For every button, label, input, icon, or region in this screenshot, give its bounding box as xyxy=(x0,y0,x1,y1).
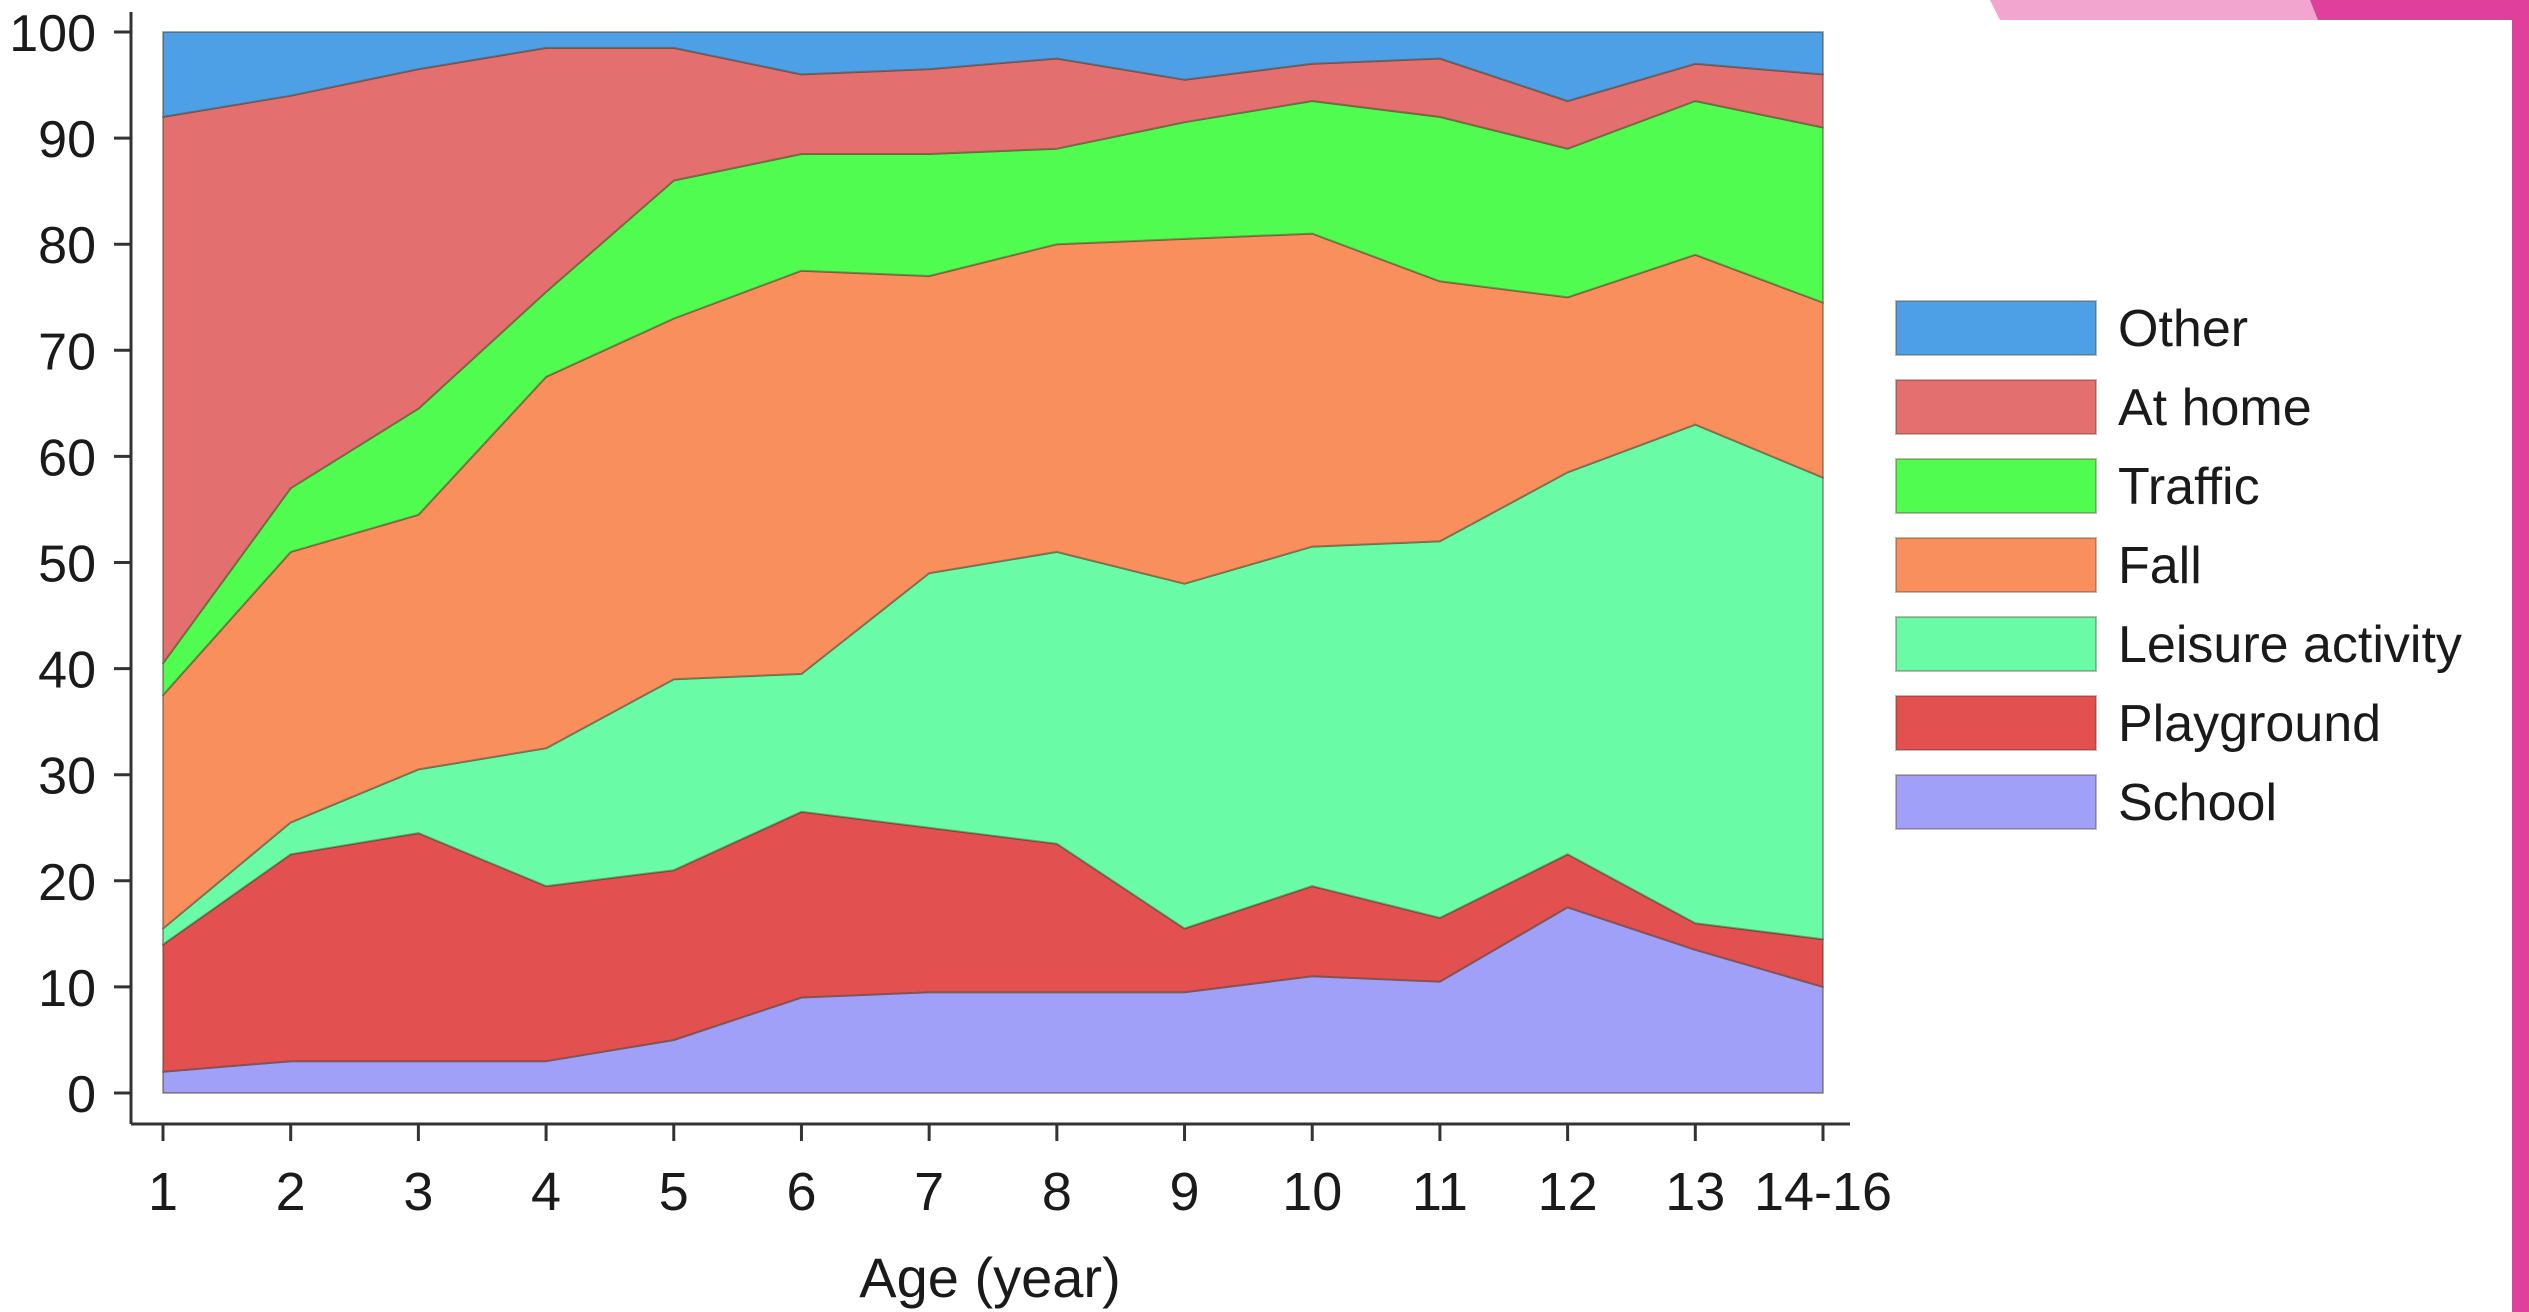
legend-swatch-at-home xyxy=(1895,379,2097,435)
x-tick-label: 13 xyxy=(1665,1162,1725,1222)
legend-label-playground: Playground xyxy=(2118,695,2381,753)
y-tick-label: 70 xyxy=(38,323,96,381)
legend-swatch-school xyxy=(1895,774,2097,830)
x-tick-label: 5 xyxy=(659,1162,689,1222)
x-tick-label: 1 xyxy=(148,1162,178,1222)
y-tick-label: 0 xyxy=(67,1066,96,1124)
legend-swatch-traffic xyxy=(1895,458,2097,514)
x-tick-label: 7 xyxy=(914,1162,944,1222)
legend-label-at-home: At home xyxy=(2118,379,2312,437)
area-school xyxy=(162,906,1824,1094)
legend-label-other: Other xyxy=(2118,300,2248,358)
x-tick-label: 14-16 xyxy=(1754,1162,1892,1222)
legend-label-school: School xyxy=(2118,774,2277,832)
y-tick-label: 100 xyxy=(9,5,96,63)
area-layers xyxy=(162,31,1824,1094)
x-tick-label: 2 xyxy=(276,1162,306,1222)
decoration-corner-dark xyxy=(2310,0,2529,20)
legend: Other At home Traffic Fall Leisure activity P… xyxy=(1895,300,2462,832)
x-tick-label: 8 xyxy=(1042,1162,1072,1222)
y-ticks: 0 10 20 30 40 50 60 70 80 90 100 xyxy=(9,5,131,1124)
x-tick-label: 10 xyxy=(1282,1162,1342,1222)
legend-swatch-other xyxy=(1895,300,2097,356)
legend-swatch-leisure-activity xyxy=(1895,616,2097,672)
x-axis-label: Age (year) xyxy=(859,1246,1120,1309)
slide-decoration xyxy=(1990,0,2529,1312)
y-tick-label: 80 xyxy=(38,217,96,275)
y-tick-label: 20 xyxy=(38,854,96,912)
legend-label-leisure-activity: Leisure activity xyxy=(2118,616,2462,674)
x-tick-label: 11 xyxy=(1412,1162,1468,1222)
y-tick-label: 40 xyxy=(38,642,96,700)
area-other xyxy=(162,31,1824,118)
legend-swatch-playground xyxy=(1895,695,2097,751)
area-playground xyxy=(162,810,1824,1073)
decoration-right-bar xyxy=(2512,0,2529,1312)
x-tick-label: 4 xyxy=(531,1162,561,1222)
area-leisure-activity xyxy=(162,423,1824,946)
legend-swatch-fall xyxy=(1895,537,2097,593)
y-tick-label: 90 xyxy=(38,111,96,169)
y-tick-label: 30 xyxy=(38,748,96,806)
y-tick-label: 10 xyxy=(38,960,96,1018)
legend-label-traffic: Traffic xyxy=(2118,458,2260,516)
y-tick-label: 60 xyxy=(38,429,96,487)
x-ticks: 1 2 3 4 5 6 7 8 9 10 11 12 13 14-16 xyxy=(148,1124,1892,1222)
x-tick-label: 12 xyxy=(1538,1162,1598,1222)
y-tick-label: 50 xyxy=(38,536,96,594)
x-tick-label: 3 xyxy=(403,1162,433,1222)
legend-label-fall: Fall xyxy=(2118,537,2202,595)
x-tick-label: 6 xyxy=(786,1162,816,1222)
x-tick-label: 9 xyxy=(1170,1162,1200,1222)
